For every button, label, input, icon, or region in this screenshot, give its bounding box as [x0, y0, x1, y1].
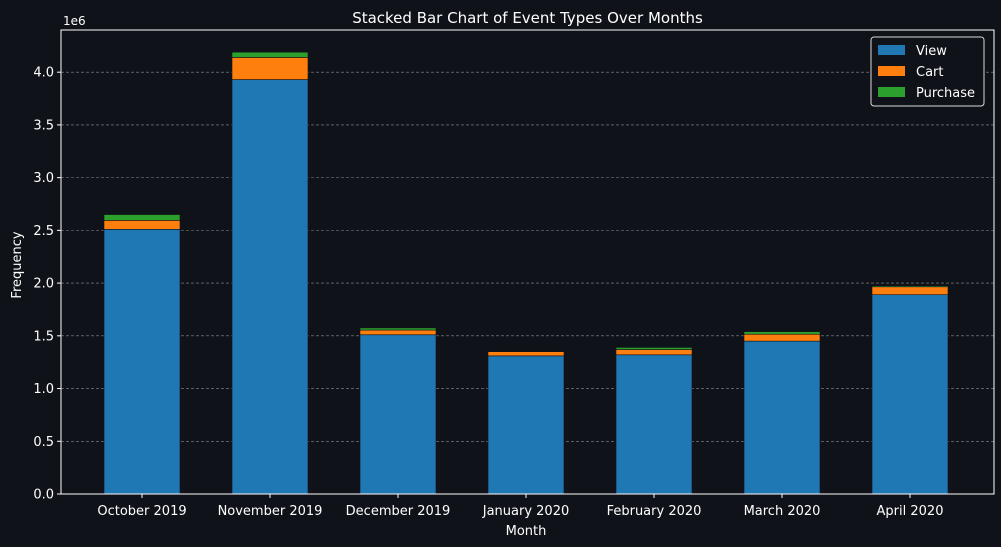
- legend-label-view: View: [916, 44, 947, 59]
- y-tick-label: 3.0: [33, 171, 54, 186]
- bar-view-4: [615, 354, 693, 495]
- bar-cart-2: [359, 329, 437, 336]
- y-tick-label: 3.5: [33, 118, 54, 133]
- y-tick-label: 4.0: [33, 66, 54, 81]
- legend-label-purchase: Purchase: [916, 86, 975, 101]
- bar-purchase-1: [231, 51, 309, 58]
- y-axis-offset-label: 1e6: [63, 14, 86, 28]
- legend: View Cart Purchase: [870, 36, 985, 107]
- legend-label-cart: Cart: [916, 65, 944, 80]
- x-tick-label: January 2020: [482, 504, 570, 519]
- chart-title: Stacked Bar Chart of Event Types Over Mo…: [352, 9, 703, 27]
- y-axis-ticks: 0.0 0.5 1.0 1.5 2.0 2.5 3.0 3.5 4.0: [33, 66, 61, 503]
- bar-cart-0: [103, 220, 181, 230]
- bar-cart-3: [487, 351, 565, 357]
- y-tick-label: 1.5: [33, 329, 54, 344]
- x-tick-label: April 2020: [877, 504, 944, 519]
- bar-cart-1: [231, 57, 309, 80]
- bar-purchase-2: [359, 327, 437, 331]
- bar-purchase-4: [615, 347, 693, 350]
- y-axis-label: Frequency: [10, 231, 25, 298]
- x-axis-label: Month: [506, 524, 547, 539]
- y-tick-label: 0.0: [33, 488, 54, 503]
- bar-view-2: [359, 334, 437, 495]
- bar-purchase-0: [103, 214, 181, 221]
- bar-purchase-3: [487, 350, 565, 352]
- x-tick-label: December 2019: [346, 504, 451, 519]
- y-tick-label: 0.5: [33, 435, 54, 450]
- x-tick-label: February 2020: [607, 504, 702, 519]
- x-tick-label: November 2019: [218, 504, 323, 519]
- bar-cart-5: [743, 333, 821, 342]
- x-axis-ticks: October 2019 November 2019 December 2019 Ja…: [97, 494, 943, 519]
- y-tick-label: 1.0: [33, 382, 54, 397]
- legend-swatch-cart: [878, 66, 905, 76]
- legend-swatch-purchase: [878, 87, 905, 97]
- bar-view-3: [487, 355, 565, 495]
- bar-view-0: [103, 229, 181, 495]
- y-tick-label: 2.0: [33, 277, 54, 292]
- y-tick-label: 2.5: [33, 224, 54, 239]
- bar-view-5: [743, 340, 821, 495]
- bar-purchase-6: [871, 285, 949, 288]
- bar-view-1: [231, 79, 309, 495]
- x-tick-label: October 2019: [97, 504, 186, 519]
- plot-frame: [60, 29, 995, 495]
- bar-view-6: [871, 294, 949, 495]
- legend-swatch-view: [878, 45, 905, 55]
- bar-purchase-5: [743, 331, 821, 335]
- x-tick-label: March 2020: [744, 504, 821, 519]
- bar-cart-6: [871, 286, 949, 295]
- bar-cart-4: [615, 349, 693, 356]
- legend-items: View Cart Purchase: [878, 44, 975, 101]
